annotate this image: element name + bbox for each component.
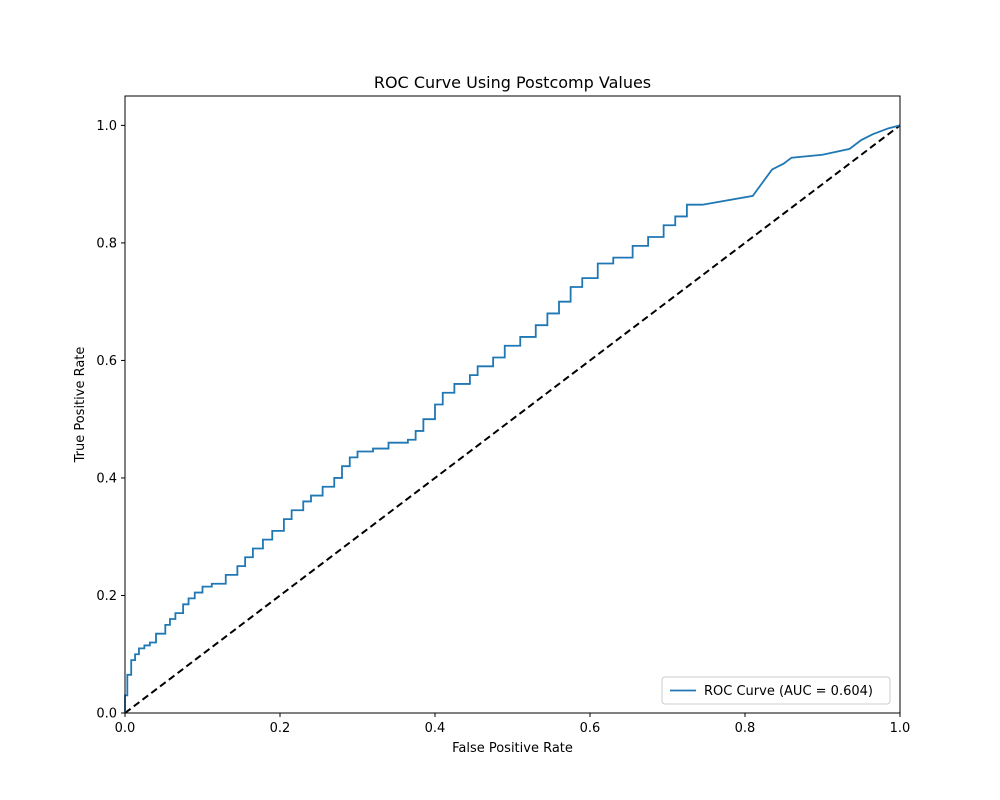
x-tick-label: 0.2 [270, 721, 291, 736]
diagonal-reference-line [124, 124, 901, 714]
legend-label: ROC Curve (AUC = 0.604) [704, 684, 873, 699]
x-tick-label: 0.6 [580, 721, 601, 736]
legend: ROC Curve (AUC = 0.604) [661, 676, 891, 705]
y-tick-label: 0.4 [96, 471, 117, 486]
y-tick-label: 0.2 [96, 589, 117, 604]
y-axis-label: True Positive Rate [73, 347, 88, 464]
x-tick-label: 0.8 [735, 721, 756, 736]
y-tick-label: 0.6 [96, 354, 117, 369]
y-tick-label: 1.0 [96, 119, 117, 134]
chart-title: ROC Curve Using Postcomp Values [374, 73, 651, 92]
x-tick-label: 0.4 [425, 721, 446, 736]
legend-box [661, 676, 891, 705]
y-tick-label: 0.0 [96, 707, 117, 722]
axes-frame [124, 95, 901, 714]
x-axis-label: False Positive Rate [452, 741, 573, 756]
x-tick-label: 1.0 [890, 721, 911, 736]
y-tick-label: 0.8 [96, 236, 117, 251]
x-tick-label: 0.0 [115, 721, 136, 736]
roc-curve-line [124, 124, 901, 713]
